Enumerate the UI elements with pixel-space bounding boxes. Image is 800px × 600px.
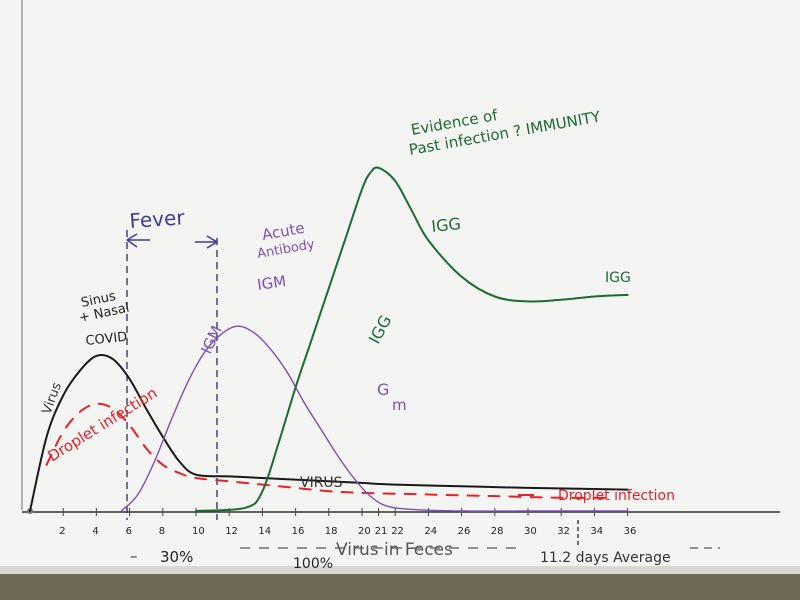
bottom-note-30: 30%	[160, 548, 193, 566]
x-tick-label-12: 12	[225, 526, 238, 537]
x-tick-label-34: 34	[590, 526, 603, 537]
x-tick-label-18: 18	[325, 526, 338, 537]
annotation-covid: COVID	[85, 330, 128, 349]
x-tick-label-26: 26	[458, 526, 471, 537]
series-line-droplet-infection	[45, 402, 612, 499]
annotation-igm-falling-m: m	[392, 396, 407, 414]
x-tick-label-24: 24	[424, 526, 437, 537]
x-tick-label-20: 20	[358, 526, 371, 537]
annotation-droplet-right: Droplet infection	[558, 488, 675, 504]
x-tick-group: 2 4 6 8 10 12 14 16 18 20 21 22 24 26 28 30 32 34 36	[59, 508, 636, 537]
annotation-virus-flat: VIRUS	[300, 475, 343, 491]
x-tick-label-36: 36	[624, 526, 637, 537]
series-line-igg	[195, 166, 629, 512]
x-tick-label-22: 22	[391, 526, 404, 537]
annotation-igm-peak: IGM	[256, 272, 287, 294]
bottom-note-100: 100%	[293, 556, 333, 572]
annotation-igm-falling-g: G	[377, 380, 389, 399]
fever-arrow-right-head	[206, 235, 218, 249]
x-tick-label-4: 4	[92, 526, 98, 537]
fever-arrow-left-head	[126, 233, 138, 248]
bottom-note-feces: Virus in Feces	[336, 540, 453, 560]
x-tick-label-21: 21	[375, 526, 388, 537]
paper-shadow-edge	[0, 566, 800, 574]
annotation-sinus: Sinus	[80, 289, 118, 311]
series-group	[29, 166, 629, 512]
x-tick-label-32: 32	[557, 526, 570, 537]
x-tick-label-8: 8	[159, 526, 165, 537]
x-tick-label-28: 28	[491, 526, 504, 537]
x-tick-label-6: 6	[126, 526, 132, 537]
series-line-virus	[29, 354, 629, 512]
annotation-igg-plateau: IGG	[605, 270, 631, 286]
paper-sheet	[0, 0, 800, 572]
x-tick-label-2: 2	[59, 526, 65, 537]
bottom-note-average: 11.2 days Average	[540, 550, 671, 566]
bottom-dash-left: –	[130, 547, 138, 565]
x-tick-label-30: 30	[524, 526, 537, 537]
x-tick-label-16: 16	[292, 526, 305, 537]
x-tick-label-14: 14	[258, 526, 271, 537]
x-tick-label-10: 10	[192, 526, 205, 537]
series-line-igm	[120, 325, 629, 512]
annotation-fever: Fever	[129, 205, 186, 233]
annotation-igg-peak: IGG	[430, 214, 461, 236]
